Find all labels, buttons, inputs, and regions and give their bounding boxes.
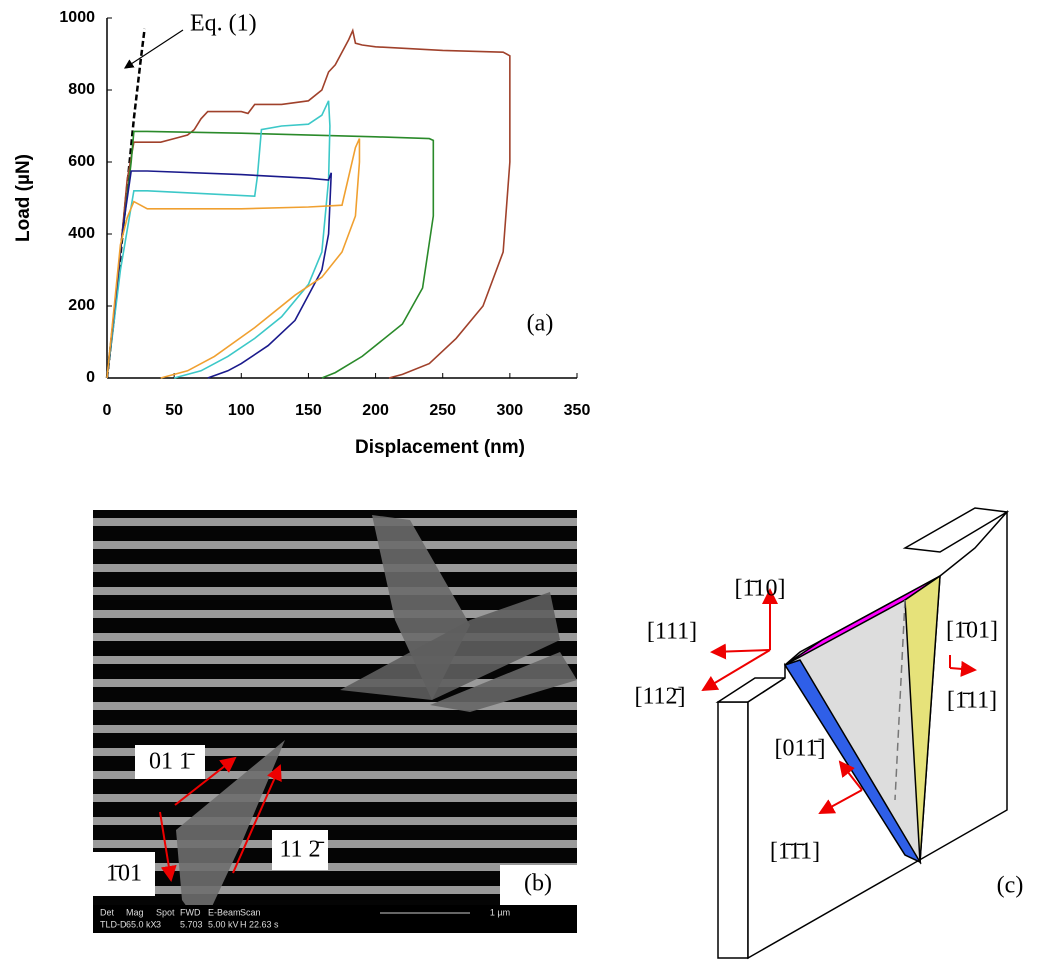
series-line bbox=[107, 171, 331, 378]
stripe bbox=[93, 725, 577, 733]
series-line bbox=[107, 131, 433, 378]
x-tick-label: 0 bbox=[103, 402, 112, 419]
y-axis-title: Load (µN) bbox=[13, 154, 34, 242]
direction-label: [1̄11] bbox=[947, 688, 997, 714]
y-tick-label: 200 bbox=[68, 297, 95, 314]
y-tick-label: 400 bbox=[68, 225, 95, 242]
chart-a: Displacement (nm) Load (µN) (a) Eq. (1) … bbox=[13, 9, 590, 458]
info-header: Mag bbox=[126, 907, 144, 917]
info-value: 5.00 kV bbox=[208, 919, 239, 929]
info-header: Scan bbox=[240, 907, 261, 917]
y-tick-label: 800 bbox=[68, 81, 95, 98]
direction-label: [112̄] bbox=[634, 684, 685, 710]
panel-label: (a) bbox=[527, 311, 554, 337]
slab-end bbox=[718, 702, 748, 958]
stripe bbox=[93, 587, 577, 595]
x-tick-label: 50 bbox=[165, 402, 183, 419]
info-header: Det bbox=[100, 907, 115, 917]
x-tick-label: 300 bbox=[497, 402, 524, 419]
x-tick-label: 100 bbox=[228, 402, 255, 419]
stripe bbox=[93, 564, 577, 572]
scale-label: 1 µm bbox=[490, 907, 510, 917]
info-value: H 22.63 s bbox=[240, 919, 279, 929]
x-axis-title: Displacement (nm) bbox=[355, 437, 525, 458]
direction-label: [111] bbox=[647, 619, 697, 645]
info-value: 3 bbox=[156, 919, 161, 929]
stripe bbox=[93, 702, 577, 710]
direction-label: [1̄10] bbox=[734, 576, 785, 602]
stripe bbox=[93, 541, 577, 549]
info-value: 65.0 kX bbox=[126, 919, 157, 929]
arrow bbox=[712, 650, 770, 652]
sem-image: 01 1̄ 1̄01 11 2̄ (b) Det TLD-D Mag 65.0 kX S… bbox=[93, 510, 577, 933]
info-value: 5.703 bbox=[180, 919, 203, 929]
annotation: Eq. (1) bbox=[190, 11, 257, 37]
direction-label: [1̄01] bbox=[946, 618, 998, 644]
info-header: FWD bbox=[180, 907, 201, 917]
direction-label: 1̄01 bbox=[106, 861, 142, 887]
y-tick-label: 1000 bbox=[59, 9, 95, 26]
direction-label: [011̄] bbox=[774, 736, 825, 762]
series-line bbox=[107, 31, 510, 378]
stripe bbox=[93, 817, 577, 825]
direction-label: 11 2̄ bbox=[279, 837, 324, 863]
y-tick-label: 0 bbox=[86, 369, 95, 386]
info-header: Spot bbox=[156, 907, 175, 917]
direction-label: 01 1̄ bbox=[149, 749, 195, 775]
info-value: TLD-D bbox=[100, 919, 127, 929]
stripe bbox=[93, 518, 577, 526]
diagram: [1̄10] [111] [112̄] [1̄01] [1̄11] [011̄]… bbox=[634, 508, 1023, 958]
figure: Displacement (nm) Load (µN) (a) Eq. (1) … bbox=[0, 0, 1037, 963]
x-tick-label: 150 bbox=[295, 402, 322, 419]
annotation-arrow bbox=[125, 30, 183, 68]
x-tick-label: 250 bbox=[429, 402, 456, 419]
direction-label: [1̄1̄1] bbox=[770, 839, 820, 865]
panel-label: (c) bbox=[997, 873, 1024, 899]
stripe bbox=[93, 794, 577, 802]
x-tick-label: 200 bbox=[362, 402, 389, 419]
y-tick-label: 600 bbox=[68, 153, 95, 170]
info-header: E-Beam bbox=[208, 907, 241, 917]
panel-label: (b) bbox=[524, 871, 552, 897]
x-tick-label: 350 bbox=[564, 402, 591, 419]
